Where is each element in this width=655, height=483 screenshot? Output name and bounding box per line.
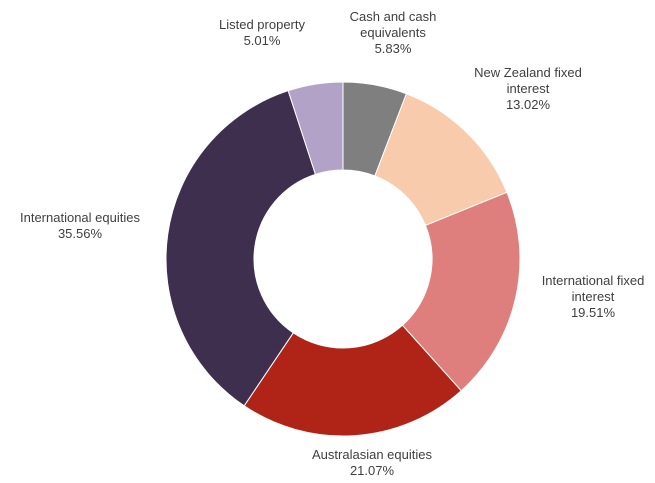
slice-category-label: Cash and cash xyxy=(350,9,437,24)
slice-category-label: interest xyxy=(507,81,550,96)
slice-category-label: International equities xyxy=(20,210,140,225)
slice-value-label: 5.01% xyxy=(244,33,281,48)
slice-value-label: 13.02% xyxy=(506,97,551,112)
slice-category-label: Australasian equities xyxy=(312,447,432,462)
slice-international-fixed-interest xyxy=(401,191,521,392)
slice-category-label: Listed property xyxy=(219,17,305,32)
slice-listed-property xyxy=(287,81,344,176)
slice-category-label: equivalents xyxy=(360,25,426,40)
slices-group xyxy=(165,81,521,437)
slice-australasian-equities xyxy=(243,324,462,437)
slice-international-equities xyxy=(165,90,317,407)
slice-value-label: 19.51% xyxy=(571,305,616,320)
slice-category-label: New Zealand fixed xyxy=(474,65,582,80)
slice-value-label: 21.07% xyxy=(350,463,395,478)
slice-value-label: 35.56% xyxy=(58,226,103,241)
slice-category-label: interest xyxy=(572,289,615,304)
slice-category-label: International fixed xyxy=(542,273,645,288)
slice-value-label: 5.83% xyxy=(375,41,412,56)
